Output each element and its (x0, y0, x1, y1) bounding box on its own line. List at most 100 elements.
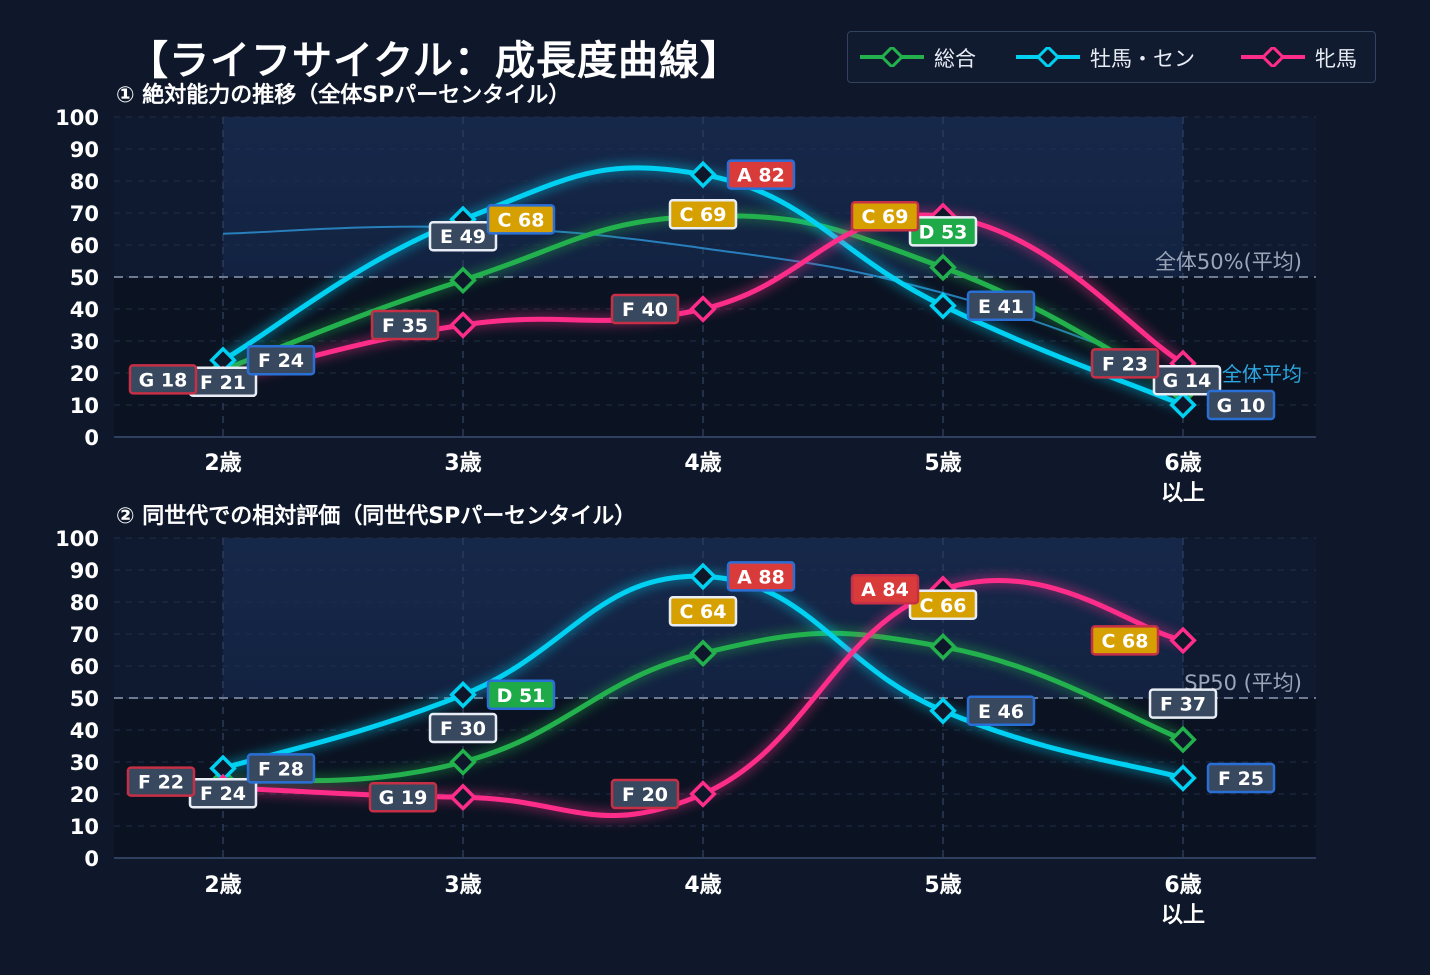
x-tick-label: 6歳 (1164, 451, 1201, 476)
value-tag: F 28 (246, 753, 316, 784)
value-tag: F 35 (370, 309, 440, 341)
y-tick-label: 0 (84, 847, 99, 871)
data-point (449, 681, 477, 709)
y-tick-label: 10 (70, 815, 99, 839)
value-tag: A 82 (726, 159, 796, 190)
x-tick-label: 3歳 (444, 873, 481, 898)
data-point (689, 295, 717, 323)
value-tag-box (246, 753, 316, 784)
y-tick-label: 30 (70, 751, 99, 775)
value-tag: F 30 (428, 712, 498, 744)
value-tag: A 84 (850, 573, 920, 605)
data-label: G 10 (1217, 395, 1266, 417)
data-point (689, 639, 717, 667)
y-tick-label: 0 (84, 426, 99, 450)
y-tick-label: 60 (70, 234, 99, 258)
value-tag-box (1152, 364, 1222, 396)
data-point (929, 633, 957, 661)
y-tick-label: 70 (70, 623, 99, 647)
average-curve-label: 全体平均 (1222, 362, 1302, 386)
value-tag: F 20 (610, 778, 680, 810)
value-tag: C 69 (850, 200, 920, 232)
data-point (449, 783, 477, 811)
x-tick-label: 5歳 (924, 873, 961, 898)
y-tick-label: 30 (70, 330, 99, 354)
page-title: 【ライフサイクル：成長度曲線】 (128, 38, 741, 84)
data-label: F 20 (622, 784, 668, 806)
value-tag-box (850, 573, 920, 605)
data-point (929, 697, 957, 725)
value-tag: F 25 (1206, 762, 1276, 794)
value-tag: F 40 (610, 293, 680, 325)
upper-region (114, 117, 1316, 277)
value-tag: C 64 (668, 595, 738, 627)
data-label: G 18 (139, 369, 188, 391)
data-label: C 68 (498, 209, 545, 231)
value-tag-box (966, 290, 1036, 322)
y-tick-label: 50 (70, 687, 99, 711)
data-label: G 19 (379, 787, 428, 809)
value-tag-box (668, 198, 738, 230)
x-tick-label: 以上 (1161, 481, 1205, 506)
x-tick-label: 5歳 (924, 451, 961, 476)
y-tick-label: 100 (55, 106, 99, 130)
data-label: F 40 (622, 299, 668, 321)
data-point (689, 160, 717, 189)
x-tick-label: 3歳 (444, 451, 481, 476)
y-tick-label: 80 (70, 591, 99, 615)
value-tag-box (126, 766, 196, 797)
data-label: G 14 (1163, 370, 1212, 392)
data-label: F 21 (200, 372, 246, 394)
data-point (1169, 391, 1197, 419)
value-tag: E 41 (966, 290, 1036, 322)
value-tag-box (1206, 389, 1276, 421)
value-tag-box (1206, 762, 1276, 794)
value-tag-box (726, 159, 796, 190)
data-label: C 69 (680, 204, 727, 226)
value-tag-box (668, 595, 738, 627)
data-label: A 82 (737, 165, 785, 187)
y-tick-label: 50 (70, 266, 99, 290)
y-tick-label: 20 (70, 362, 99, 386)
value-tag: C 66 (908, 589, 978, 621)
data-label: F 25 (1218, 768, 1264, 790)
value-tag-box (850, 200, 920, 232)
value-tag-box (1148, 688, 1218, 719)
value-tag: D 51 (486, 679, 556, 711)
y-tick-label: 70 (70, 202, 99, 226)
data-label: E 46 (978, 701, 1024, 723)
y-tick-label: 40 (70, 719, 99, 743)
data-point (209, 754, 237, 783)
y-tick-label: 10 (70, 394, 99, 418)
data-label: C 64 (680, 601, 727, 623)
value-tag: D 53 (908, 216, 978, 247)
data-point (449, 266, 477, 294)
data-label: F 37 (1160, 694, 1206, 716)
legend-marker-icon (860, 47, 924, 67)
data-label: A 84 (861, 579, 909, 601)
x-tick-label: 4歳 (684, 873, 721, 898)
x-tick-label: 2歳 (204, 451, 241, 476)
data-point (689, 780, 717, 808)
y-tick-label: 90 (70, 138, 99, 162)
data-point (929, 253, 957, 282)
data-point (449, 748, 477, 776)
data-point (449, 311, 477, 339)
value-tag-box (128, 364, 198, 395)
data-label: F 24 (200, 783, 246, 805)
value-tag-box (610, 778, 680, 810)
value-tag-box (1090, 625, 1160, 656)
data-label: C 66 (920, 595, 967, 617)
y-tick-label: 90 (70, 559, 99, 583)
value-tag: F 23 (1090, 348, 1160, 379)
panel-title: ① 絶対能力の推移（全体SPパーセンタイル） (116, 82, 570, 108)
value-tag: G 18 (128, 364, 198, 395)
value-tag: F 21 (188, 366, 258, 398)
value-tag: C 68 (1090, 625, 1160, 656)
value-tag: E 46 (966, 695, 1036, 727)
data-label: F 35 (382, 315, 428, 337)
